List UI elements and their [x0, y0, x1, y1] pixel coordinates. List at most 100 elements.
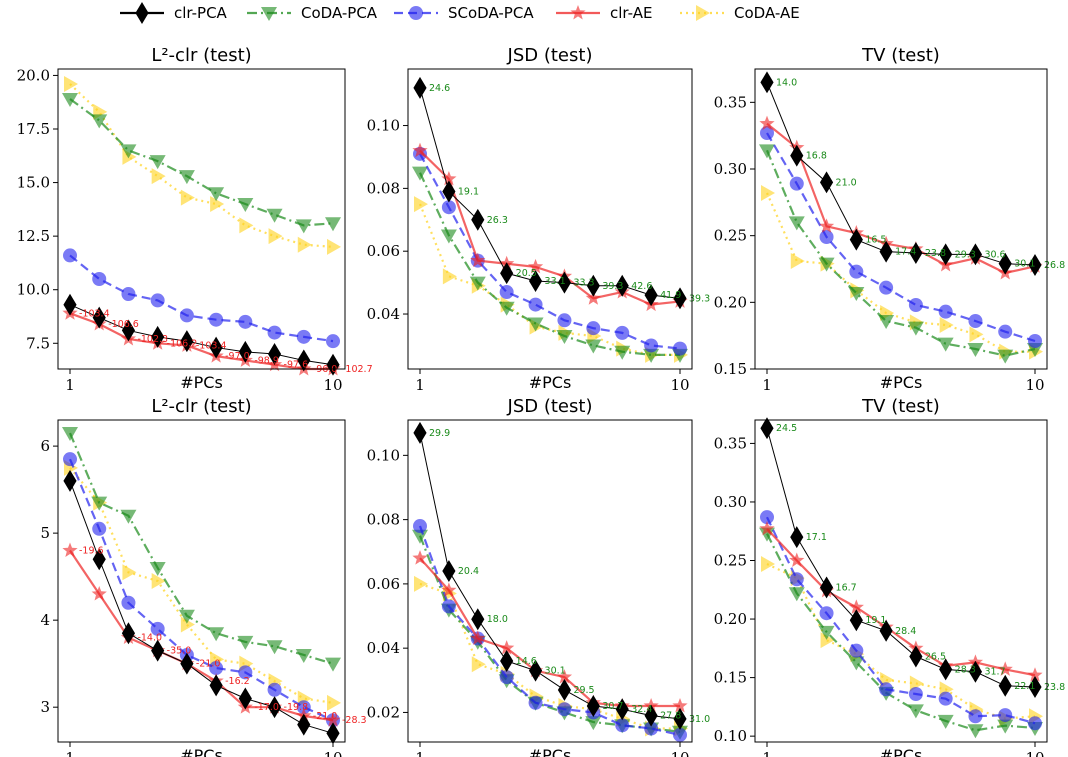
y-tick: 0.06: [367, 242, 408, 260]
series-coda-pca: [759, 144, 1043, 364]
data-point: [442, 180, 456, 203]
panel-6: TV (test) 0.10 0.15 0.20 0.25 0.30 0.35 1 10 #PCs…: [714, 396, 1066, 757]
legend-label: clr-AE: [610, 4, 652, 22]
panel-title: JSD (test): [507, 45, 593, 66]
series-clr-pca: [413, 421, 687, 730]
data-point: [63, 452, 77, 467]
panel-3: TV (test) 0.15 0.20 0.25 0.30 0.35 1 10 #PCs 14.0…: [714, 45, 1066, 394]
y-tick-label: 0.15: [714, 669, 747, 687]
data-point: [180, 189, 195, 206]
series-line: [419, 557, 680, 708]
data-point: [209, 336, 223, 359]
data-point: [644, 704, 658, 727]
data-label: -19.6: [79, 546, 104, 557]
data-point: [208, 187, 225, 202]
x-tick: 10: [670, 369, 690, 394]
data-point: [412, 529, 428, 544]
data-point: [673, 707, 687, 730]
data-point: [818, 257, 835, 272]
data-point: [939, 243, 953, 266]
data-point: [939, 317, 954, 333]
panel-title: TV (test): [861, 45, 940, 66]
y-tick-label: 0.06: [367, 242, 400, 260]
data-label: 32.4: [631, 704, 652, 715]
y-tick-label: 0.10: [367, 446, 400, 464]
data-label: 19.1: [458, 187, 479, 198]
data-point: [442, 268, 457, 285]
data-label: -21.0: [313, 711, 338, 722]
data-point: [585, 716, 602, 731]
legend-marker: [409, 6, 423, 20]
data-point: [267, 696, 282, 719]
data-point: [325, 712, 341, 727]
y-tick: 0.20: [714, 293, 755, 311]
data-point: [326, 334, 340, 349]
data-point: [413, 76, 427, 99]
y-tick: 0.35: [714, 434, 755, 452]
legend-label: CoDA-PCA: [301, 4, 378, 22]
panel-title: L²-clr (test): [151, 45, 251, 66]
data-point: [296, 700, 311, 715]
data-point: [760, 126, 774, 140]
panel-5: JSD (test) 0.02 0.04 0.06 0.08 0.10 1 10 #PCs 29.…: [367, 396, 711, 757]
data-label: 26.3: [487, 215, 508, 226]
y-tick-label: 5: [40, 524, 50, 542]
y-tick: 4: [40, 611, 58, 629]
data-point: [937, 337, 954, 352]
data-point: [441, 599, 456, 614]
data-point: [151, 325, 165, 348]
legend-marker: [135, 2, 149, 24]
data-point: [180, 652, 194, 675]
data-point: [91, 586, 107, 601]
series-line: [69, 312, 333, 371]
x-tick-label: 10: [323, 376, 342, 394]
data-label: -106.6: [108, 319, 139, 330]
y-tick: 0.06: [367, 575, 408, 593]
plot-frame: [407, 419, 693, 743]
data-point: [121, 595, 136, 610]
data-point: [907, 704, 924, 719]
data-label: 42.6: [631, 281, 652, 292]
data-label: 14.0: [776, 77, 797, 88]
panel-1: L²-clr (test) 7.5 10.0 12.5 15.0 17.5 20.0 1 10 #…: [17, 45, 373, 394]
data-point: [149, 155, 166, 170]
data-point: [499, 285, 514, 300]
legend-item-clr-pca: clr-PCA: [120, 2, 228, 24]
y-tick-label: 0.20: [714, 610, 747, 628]
data-point: [295, 648, 312, 663]
data-point: [759, 520, 775, 536]
data-label: 30.6: [984, 249, 1005, 260]
data-point: [818, 218, 835, 233]
data-label: 17.4: [895, 247, 916, 258]
data-point: [178, 609, 195, 624]
series-line: [69, 549, 334, 722]
y-tick: 0.15: [714, 669, 755, 687]
y-tick: 0.08: [367, 179, 408, 197]
data-point: [325, 657, 341, 672]
data-point: [969, 326, 984, 343]
data-point: [997, 349, 1014, 364]
y-tick-label: 4: [40, 611, 50, 629]
data-point: [849, 264, 864, 279]
x-tick-label: 1: [415, 749, 425, 757]
data-label: 33.1: [545, 276, 566, 287]
data-point: [878, 315, 895, 329]
data-point: [268, 228, 283, 245]
y-tick: 0.30: [714, 160, 755, 178]
legend-item-scoda-pca: SCoDA-PCA: [394, 4, 534, 22]
data-point: [673, 341, 687, 356]
data-label: 41.9: [660, 290, 681, 301]
y-tick: 15.0: [17, 174, 58, 192]
x-axis-label: #PCs: [180, 373, 223, 392]
y-tick: 0.10: [367, 446, 408, 464]
data-point: [557, 678, 572, 701]
data-point: [327, 694, 341, 711]
legend-marker: [570, 5, 586, 20]
data-label: 26.8: [1044, 260, 1065, 271]
data-label: 21.0: [836, 177, 857, 188]
data-point: [1028, 675, 1042, 698]
x-tick: 1: [415, 742, 425, 757]
data-label: -35.0: [167, 646, 192, 657]
y-tick-label: 0.15: [714, 360, 747, 378]
data-point: [92, 548, 106, 571]
